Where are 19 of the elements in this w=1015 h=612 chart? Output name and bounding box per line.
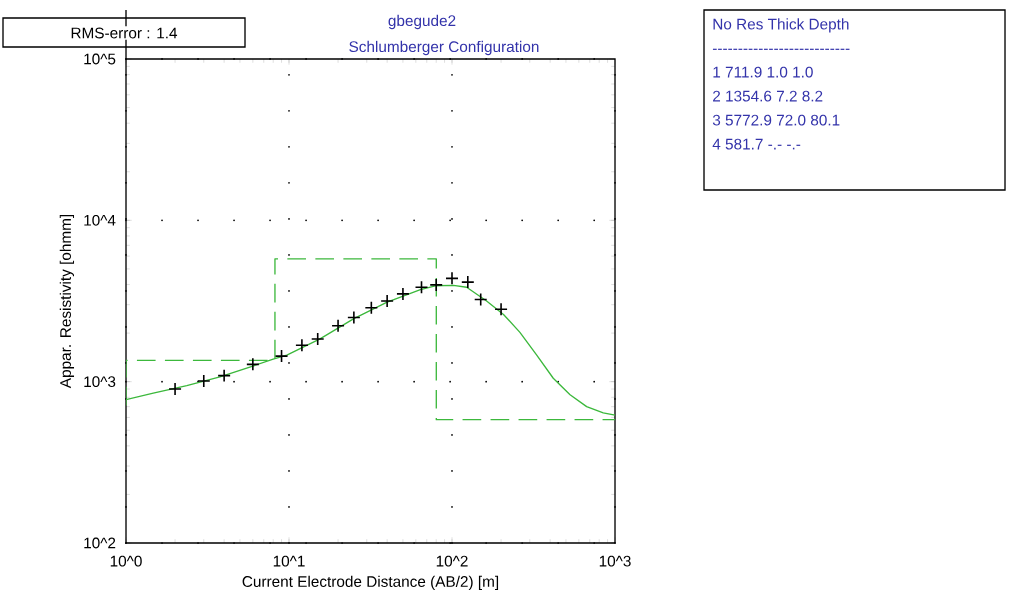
- y-axis-title: Appar. Resistivity [ohmm]: [59, 214, 75, 389]
- chart-title: gbegude2: [388, 14, 456, 30]
- text: 2 1354.6 7.2 8.2: [713, 90, 823, 102]
- text: No Res Thick Depth: [713, 18, 849, 33]
- text: 4 581.7 -.- -.-: [712, 138, 801, 150]
- text: RMS-error : 1.4: [71, 27, 178, 39]
- text: ---------------------------: [712, 48, 850, 50]
- x-tick-label: 10^3: [599, 555, 631, 567]
- text: 3 5772.9 72.0 80.1: [712, 114, 840, 126]
- y-tick-label: 10^5: [84, 53, 116, 65]
- y-tick-label: 10^4: [84, 214, 116, 226]
- x-axis-title: Current Electrode Distance (AB/2) [m]: [242, 575, 499, 591]
- x-tick-label: 10^2: [436, 555, 468, 567]
- x-tick-label: 10^1: [273, 555, 305, 567]
- chart-subtitle: Schlumberger Configuration: [349, 40, 539, 56]
- y-tick-label: 10^3: [84, 376, 116, 388]
- x-tick-label: 10^0: [110, 555, 142, 567]
- text: 1 711.9 1.0 1.0: [713, 66, 813, 78]
- y-tick-label: 10^2: [84, 537, 116, 549]
